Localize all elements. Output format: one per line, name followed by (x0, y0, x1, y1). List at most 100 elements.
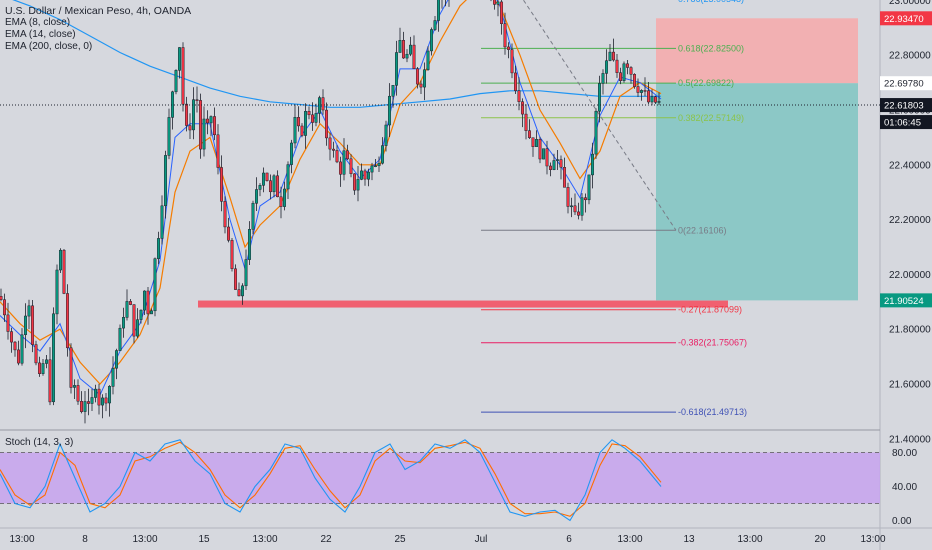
countdown-tag[interactable] (880, 115, 932, 130)
time-label: 15 (198, 534, 210, 545)
time-label: 13:00 (860, 534, 885, 545)
support-rectangle[interactable] (198, 300, 728, 308)
candle-body (500, 1, 503, 24)
candle-body (34, 344, 38, 364)
candle-body (164, 155, 167, 207)
price-axis-background[interactable] (880, 0, 932, 550)
candle-body (87, 401, 90, 404)
candle-body (353, 173, 356, 191)
candle-body (55, 269, 59, 315)
candle-body (430, 29, 433, 52)
candle-body (391, 85, 395, 97)
candle-body (388, 95, 391, 126)
time-label: 13:00 (9, 534, 34, 545)
target-zone[interactable] (656, 83, 858, 301)
symbol-title[interactable]: U.S. Dollar / Mexican Peso, 4h, OANDA (5, 5, 192, 17)
candle-body (76, 385, 80, 402)
ema-200-label[interactable]: EMA (200, close, 0) (5, 41, 93, 52)
candle-body (248, 229, 251, 260)
candle-body (633, 74, 636, 87)
candles (0, 0, 661, 424)
candle-body (258, 185, 262, 190)
candle-body (129, 301, 132, 305)
candle-body (136, 319, 139, 337)
candle-body (0, 296, 3, 300)
ema-14-label[interactable]: EMA (14, close) (5, 29, 76, 40)
candle-body (276, 175, 279, 198)
candle-body (146, 290, 150, 315)
candle-body (52, 313, 55, 403)
candle-body (608, 51, 612, 61)
candle-body (220, 167, 223, 202)
time-label: 6 (566, 534, 572, 545)
dashed-trendline[interactable] (481, 0, 677, 231)
stop-level-tag[interactable] (880, 11, 932, 26)
candle-body (591, 153, 594, 176)
candle-body (167, 117, 171, 156)
candle-body (38, 362, 41, 374)
candle-body (83, 401, 87, 412)
candle-body (6, 314, 10, 332)
candle-body (265, 172, 269, 181)
candle-body (230, 240, 234, 269)
price-tick-label: 23.00000 (889, 0, 931, 7)
fib-label: -0.382(21.75067) (678, 338, 747, 348)
stop-zone[interactable] (656, 18, 858, 84)
candle-body (279, 196, 283, 207)
stoch-legend[interactable]: Stoch (14, 3, 3) (5, 437, 74, 448)
candle-body (594, 110, 598, 155)
stoch-band (0, 452, 880, 504)
candle-body (3, 299, 6, 316)
candle-body (13, 341, 17, 351)
candle-body (251, 202, 255, 230)
stoch-tick-label: 0.00 (892, 516, 912, 527)
ema-8-label[interactable]: EMA (8, close) (5, 17, 71, 28)
candle-body (31, 305, 34, 345)
fib-label: -0.618(21.49713) (678, 407, 747, 417)
candle-body (24, 315, 27, 335)
candle-body (647, 90, 650, 103)
candle-body (377, 162, 381, 167)
candle-body (437, 0, 440, 21)
candle-body (398, 40, 402, 53)
target-level-tag[interactable] (880, 293, 932, 308)
candle-body (423, 69, 426, 88)
candle-body (241, 285, 244, 297)
candle-body (90, 397, 94, 404)
price-axis-tags: 22.93470 22.69780 22.61803 01:06:45 21.90524 (880, 11, 932, 308)
candle-body (416, 68, 419, 85)
time-axis-labels[interactable]: 13:00 8 13:00 15 13:00 22 25 Jul 6 13:00 13 13:00 20… (9, 534, 885, 545)
position-zones (656, 18, 858, 301)
candle-body (325, 109, 328, 139)
candle-body (507, 46, 510, 50)
trendline[interactable] (481, 0, 677, 231)
candle-body (524, 113, 528, 131)
candle-body (521, 101, 524, 115)
candle-body (62, 249, 66, 294)
candle-body (311, 114, 314, 123)
candle-body (577, 211, 580, 216)
price-tick-label: 21.80000 (889, 325, 931, 336)
candle-body (395, 52, 398, 86)
candle-body (255, 189, 258, 204)
candle-body (195, 99, 199, 101)
candle-body (213, 116, 216, 136)
candle-body (41, 363, 45, 374)
candle-body (370, 165, 374, 173)
fibonacci-retracement[interactable]: 1(23.23539)0.786(23.00548)0.618(22.82500… (481, 0, 747, 417)
time-label: 22 (320, 534, 332, 545)
candle-body (566, 187, 570, 207)
candle-body (157, 238, 160, 259)
last-price-tag[interactable] (880, 98, 932, 113)
candle-body (115, 350, 118, 369)
time-label: 13:00 (252, 534, 277, 545)
candle-body (192, 99, 195, 131)
entry-level-tag[interactable] (880, 76, 932, 91)
stoch-d-line (0, 441, 662, 517)
candle-body (94, 388, 97, 398)
fib-label: -0.27(21.87099) (678, 305, 742, 315)
candle-body (419, 83, 423, 88)
candle-body (405, 53, 409, 59)
